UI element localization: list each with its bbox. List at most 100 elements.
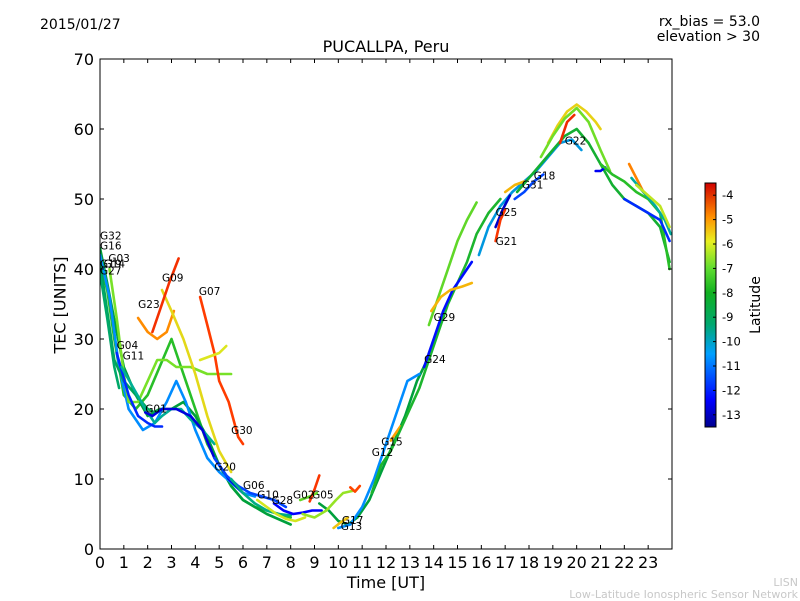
x-tick-label: 20 [566,553,586,572]
chart-title: PUCALLPA, Peru [322,37,450,56]
sat-label-g15: G15 [381,436,403,448]
y-tick-label: 60 [74,120,94,139]
x-tick-label: 11 [352,553,372,572]
y-tick-label: 20 [74,400,94,419]
sat-label-g06: G06 [243,480,265,492]
sat-label-g12: G12 [372,447,394,459]
x-tick-label: 10 [328,553,348,572]
sat-label-g03: G03 [108,253,130,265]
colorbar-tick-label: -6 [722,237,733,251]
series-line-g06 [229,477,292,517]
sat-label-g09: G09 [162,273,184,285]
colorbar-tick-label: -11 [722,359,741,373]
x-tick-label: 22 [614,553,634,572]
sat-label-g19: G19 [100,259,122,271]
sat-label-g25: G25 [496,207,517,219]
series-line-g30 [198,344,228,362]
credit-long: Low-Latitude Ionospheric Sensor Network [569,588,798,601]
series-line-g04 [115,351,164,428]
x-tick-label: 6 [238,553,248,572]
plot-frame [99,58,673,550]
series-line-g09 [160,288,233,474]
colorbar-tick-label: -5 [722,213,733,227]
colorbar-tick-label: -12 [722,383,741,397]
series-line-g29b [430,281,474,313]
series-line-g21 [494,208,507,243]
series-line-g08c [635,183,671,229]
series-line-g25b [494,194,512,229]
sat-label-g21: G21 [496,236,517,248]
sat-label-g22: G22 [565,135,587,147]
x-tick-label: 1 [119,553,129,572]
sat-label-g01: G01 [145,404,167,416]
credit-short: LISN [773,576,798,589]
sat-label-g16: G16 [100,240,122,252]
y-tick-label: 70 [74,50,94,69]
series-line-g31 [513,173,545,201]
y-tick-label: 30 [74,330,94,349]
x-tick-label: 16 [471,553,491,572]
colorbar-tick-label: -13 [722,408,741,422]
x-tick-label: 13 [400,553,420,572]
series-line-g26c [623,197,671,243]
series-line-g17 [332,516,350,530]
x-tick-label: 19 [543,553,563,572]
series-line-g27 [100,271,121,390]
series-line-g23 [136,309,176,341]
x-tick-label: 2 [143,553,153,572]
series-line-g12 [370,197,502,495]
x-tick-label: 12 [376,553,396,572]
x-tick-label: 5 [214,553,224,572]
x-tick-label: 15 [447,553,467,572]
series-line-g20 [213,456,288,509]
series-line-g26 [594,166,607,173]
series-line-g24 [422,260,474,369]
x-tick-label: 23 [638,553,658,572]
rx-bias-label: rx_bias = 53.0 [658,14,760,30]
y-tick-label: 0 [84,540,94,559]
y-tick-label: 50 [74,190,94,209]
series-line-g07 [198,295,245,446]
series-line-g01 [144,407,245,495]
x-tick-label: 9 [309,553,319,572]
x-tick-label: 7 [262,553,272,572]
series-line-g31b [503,180,526,194]
y-tick-label: 10 [74,470,94,489]
series-line-g25 [477,138,583,257]
sat-label-g31: G31 [522,180,544,192]
sat-label-g05: G05 [312,490,334,502]
elevation-label: elevation > 30 [656,29,760,45]
sat-label-g20: G20 [214,462,236,474]
series-line-g22c [558,113,576,145]
sat-label-g18: G18 [534,170,556,182]
x-tick-label: 18 [519,553,539,572]
x-tick-label: 0 [95,553,105,572]
series-line-g11 [120,365,216,446]
series-line-g05b [301,489,354,519]
sat-label-g04: G04 [117,340,139,352]
sat-label-g02: G02 [293,490,315,502]
sat-label-g11: G11 [123,350,144,362]
x-tick-label: 4 [190,553,200,572]
colorbar [704,182,717,428]
date-label: 2015/01/27 [40,17,121,33]
series-line-g13 [337,372,421,530]
x-axis-label: Time [UT] [346,573,426,592]
sat-label-g23: G23 [138,299,160,311]
sat-label-g14: G14 [104,259,126,271]
colorbar-tick-label: -4 [722,188,733,202]
sat-label-g27: G27 [100,266,122,278]
series-line-g15 [389,425,402,442]
sat-label-g30: G30 [231,425,253,437]
series-line-g28 [272,502,323,516]
colorbar-tick-label: -8 [722,286,733,300]
sat-label-g17: G17 [342,515,364,527]
series-line-g02 [298,491,319,502]
colorbar-tick-label: -9 [722,310,733,324]
sat-label-g29: G29 [434,312,456,324]
x-tick-label: 14 [423,553,443,572]
y-tick-label: 40 [74,260,94,279]
x-tick-label: 8 [286,553,296,572]
x-tick-label: 3 [166,553,176,572]
series-line-g02b [308,474,321,503]
